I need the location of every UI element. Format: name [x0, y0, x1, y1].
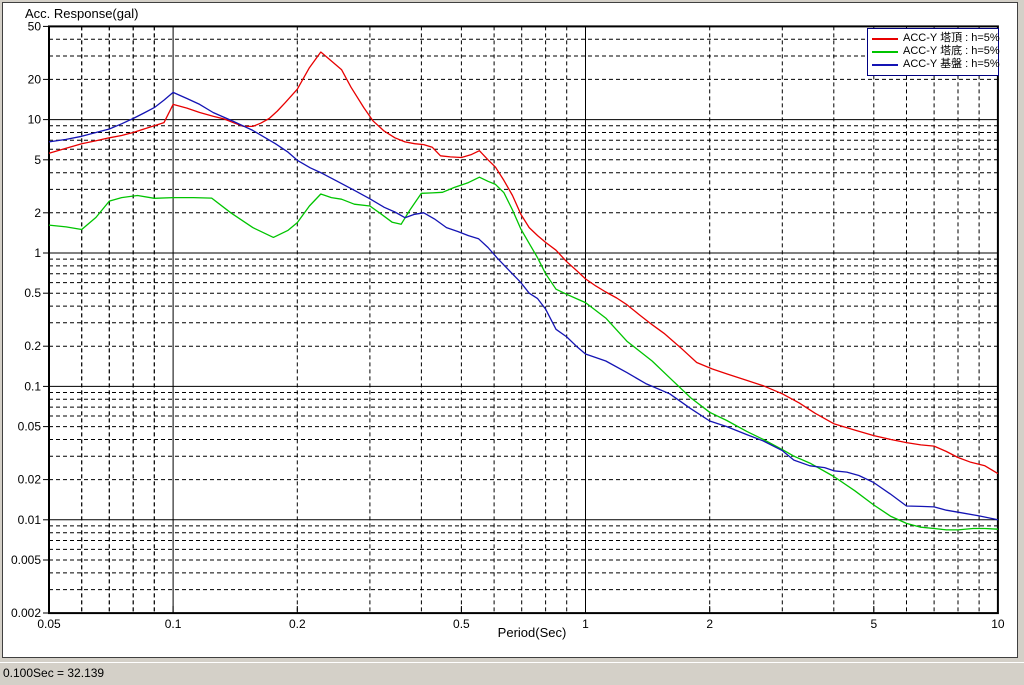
svg-text:0.1: 0.1	[24, 379, 41, 393]
legend-item: ACC-Y 塔底 : h=5%	[872, 45, 1000, 58]
legend-label: ACC-Y 塔頂 : h=5%	[903, 32, 1000, 44]
x-axis-title: Period(Sec)	[497, 625, 567, 640]
status-readout: 0.100Sec = 32.139	[3, 666, 105, 680]
svg-text:20: 20	[28, 72, 42, 86]
status-bar: 0.100Sec = 32.139	[0, 662, 1024, 685]
legend-item: ACC-Y 基盤 : h=5%	[872, 58, 1000, 71]
svg-text:2: 2	[706, 617, 713, 631]
legend-label: ACC-Y 基盤 : h=5%	[903, 58, 1000, 70]
svg-text:0.2: 0.2	[289, 617, 306, 631]
svg-text:50: 50	[28, 19, 42, 33]
svg-text:0.05: 0.05	[18, 420, 42, 434]
legend-line-sample-green	[872, 50, 898, 53]
svg-text:5: 5	[34, 153, 41, 167]
legend-box: ACC-Y 塔頂 : h=5% ACC-Y 塔底 : h=5% ACC-Y 基盤…	[867, 28, 1000, 76]
svg-text:10: 10	[28, 113, 42, 127]
svg-text:0.01: 0.01	[18, 513, 42, 527]
svg-text:2: 2	[34, 206, 41, 220]
svg-text:0.005: 0.005	[11, 553, 41, 567]
svg-text:0.5: 0.5	[24, 286, 41, 300]
svg-text:1: 1	[34, 246, 41, 260]
legend-line-sample-red	[872, 37, 898, 40]
svg-text:1: 1	[582, 617, 589, 631]
svg-text:0.05: 0.05	[37, 617, 61, 631]
legend-item: ACC-Y 塔頂 : h=5%	[872, 32, 1000, 45]
legend-line-sample-blue	[872, 63, 898, 66]
svg-text:10: 10	[991, 617, 1005, 631]
svg-text:5: 5	[870, 617, 877, 631]
legend-label: ACC-Y 塔底 : h=5%	[903, 45, 1000, 57]
chart-panel: Acc. Response(gal) 0.05 0.1 0.2 0.5 1 2 5 10 50 2…	[2, 2, 1018, 658]
y-axis-title: Acc. Response(gal)	[25, 6, 139, 21]
svg-text:0.02: 0.02	[18, 473, 42, 487]
svg-text:0.002: 0.002	[11, 606, 41, 620]
svg-text:0.2: 0.2	[24, 339, 41, 353]
svg-text:0.1: 0.1	[165, 617, 182, 631]
plot-canvas[interactable]: 0.05 0.1 0.2 0.5 1 2 5 10 50 20 10 5 2 1 0.5 0.2 0.1 0.05…	[3, 3, 1019, 657]
svg-text:0.5: 0.5	[453, 617, 470, 631]
